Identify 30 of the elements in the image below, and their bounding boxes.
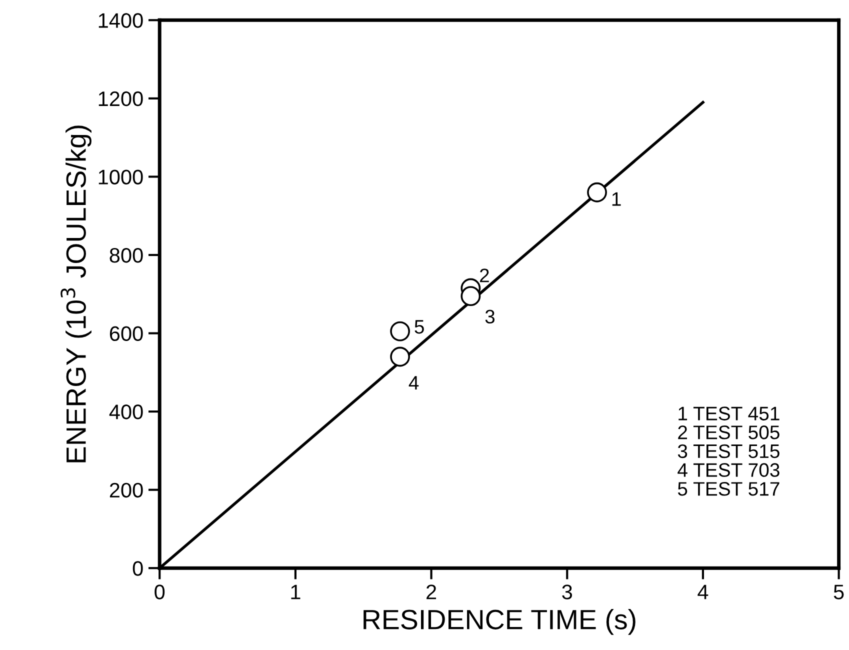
point (390, 321, 410, 342)
annotation: 4 (408, 376, 419, 390)
y-tick-label: 200 (110, 482, 143, 498)
x-tick-label: 3 (562, 584, 572, 600)
annotation: 3 (485, 310, 495, 324)
point (460, 286, 481, 306)
x-axis-title: RESIDENCE TIME (s) (364, 609, 636, 635)
x-tick-label: 2 (426, 584, 436, 600)
annotation: 1 TEST 451 (678, 406, 780, 420)
annotation: 3 TEST 515 (678, 444, 780, 458)
y-axis-title: ENERGY (10$^{3}$ JOULES/kg) (60, 126, 92, 462)
y-tick-label: 1000 (98, 170, 143, 184)
point (587, 182, 607, 202)
x-tick-label: 0 (154, 584, 165, 600)
y-tick-label: 0 (132, 561, 143, 576)
y-tick-label: 600 (110, 326, 143, 342)
annotation: 5 TEST 517 (678, 482, 780, 496)
y-tick-label: 1200 (98, 91, 143, 106)
y-tick-label: 400 (109, 404, 143, 420)
x-tick-label: 5 (834, 584, 844, 600)
y-tick-label: 800 (110, 248, 143, 263)
x-tick-label: 1 (291, 584, 300, 600)
x-tick-label: 4 (698, 584, 708, 600)
y-tick-label: 1400 (98, 13, 143, 28)
annotation: 4 TEST 703 (678, 463, 780, 477)
annotation: 2 TEST 505 (678, 426, 780, 440)
annotation: 2 (480, 268, 489, 282)
annotation: 1 (612, 192, 621, 206)
annotation: 5 (414, 320, 424, 334)
point (390, 346, 410, 367)
